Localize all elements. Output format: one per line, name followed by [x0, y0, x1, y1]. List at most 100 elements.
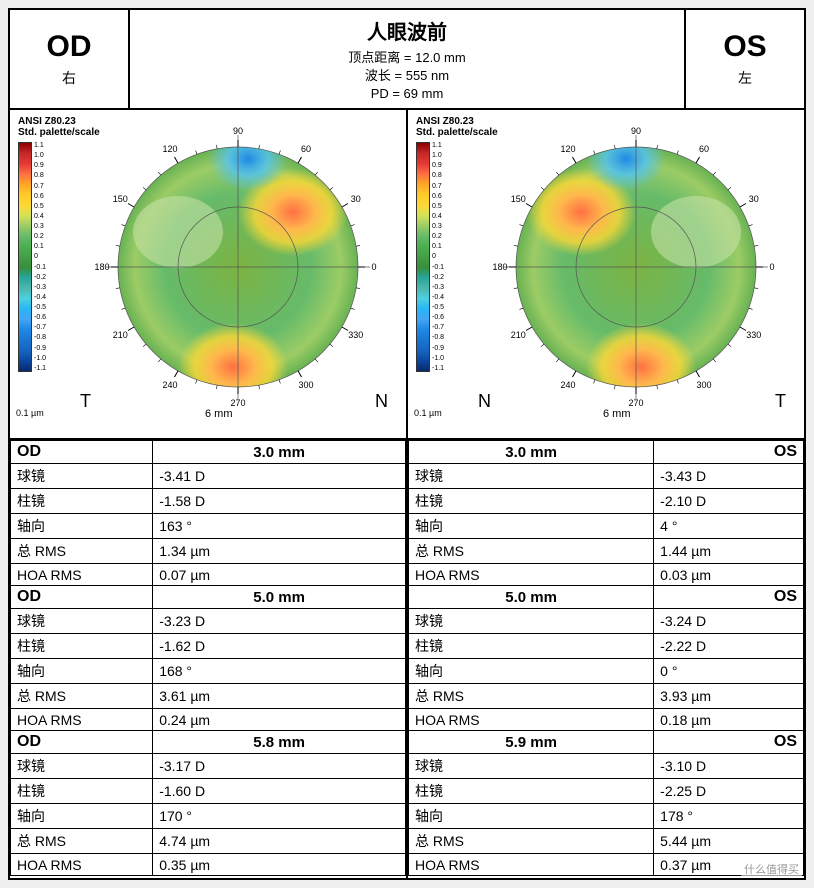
scale-tick: 0.5	[432, 203, 444, 210]
scale-tick: 0.6	[34, 193, 46, 200]
scale-tick: 0.1	[34, 243, 46, 250]
svg-text:180: 180	[94, 262, 109, 272]
vertex-line: 顶点距离 = 12.0 mm	[130, 49, 684, 67]
scale-tick: 1.0	[34, 152, 46, 159]
data-value: -3.41 D	[153, 464, 406, 489]
scale-tick: -0.7	[432, 324, 444, 331]
svg-text:30: 30	[351, 194, 361, 204]
data-label: 球镜	[11, 754, 153, 779]
color-scale-od: 1.11.00.90.80.70.60.50.40.30.20.10-0.1-0…	[18, 142, 62, 372]
data-label: 球镜	[11, 609, 153, 634]
section-eye: OS	[654, 441, 804, 464]
scale-tick: -1.0	[34, 355, 46, 362]
os-data-table: 3.0 mmOS球镜-3.43 D柱镜-2.10 D轴向4 °总 RMS1.44…	[408, 440, 804, 876]
scale-tick: -0.8	[34, 334, 46, 341]
data-label: 轴向	[11, 659, 153, 684]
scale-tick: 0.1	[432, 243, 444, 250]
data-label: 总 RMS	[409, 829, 654, 854]
scale-tick: -0.5	[34, 304, 46, 311]
scale-tick: 0.4	[34, 213, 46, 220]
data-value: 0.03 µm	[654, 564, 804, 586]
svg-text:60: 60	[301, 144, 311, 154]
scale-tick: -0.1	[432, 264, 444, 271]
os-box: OS 左	[684, 10, 804, 108]
scale-tick: -0.2	[432, 274, 444, 281]
os-tn-right: T	[775, 391, 786, 412]
scale-tick: 0.5	[34, 203, 46, 210]
od-wavefront-map: 0306090120150180210240270300330	[68, 122, 378, 412]
section-size: 3.0 mm	[153, 441, 406, 464]
scale-tick: 0.7	[432, 183, 444, 190]
header-center: 人眼波前 顶点距离 = 12.0 mm 波长 = 555 nm PD = 69 …	[130, 10, 684, 108]
svg-text:150: 150	[113, 194, 128, 204]
report-title: 人眼波前	[130, 16, 684, 45]
data-value: -2.22 D	[654, 634, 804, 659]
data-value: -3.43 D	[654, 464, 804, 489]
data-value: 0.18 µm	[654, 709, 804, 731]
data-value: 0.24 µm	[153, 709, 406, 731]
scale-tick: 1.1	[34, 142, 46, 149]
scale-tick: -0.6	[432, 314, 444, 321]
data-label: 柱镜	[11, 779, 153, 804]
svg-text:300: 300	[696, 380, 711, 390]
scale-tick: 0.2	[34, 233, 46, 240]
scale-tick: -0.2	[34, 274, 46, 281]
od-tn-right: N	[375, 391, 388, 412]
svg-text:330: 330	[348, 330, 363, 340]
data-value: -3.24 D	[654, 609, 804, 634]
data-value: -3.23 D	[153, 609, 406, 634]
data-value: 163 °	[153, 514, 406, 539]
data-label: HOA RMS	[409, 709, 654, 731]
data-value: 1.34 µm	[153, 539, 406, 564]
data-label: 柱镜	[11, 634, 153, 659]
color-scale-os: 1.11.00.90.80.70.60.50.40.30.20.10-0.1-0…	[416, 142, 460, 372]
scale-tick: -0.1	[34, 264, 46, 271]
data-label: 总 RMS	[11, 684, 153, 709]
svg-text:210: 210	[511, 330, 526, 340]
data-value: 0.35 µm	[153, 854, 406, 876]
svg-text:330: 330	[746, 330, 761, 340]
section-eye: OS	[654, 586, 804, 609]
svg-text:180: 180	[492, 262, 507, 272]
section-eye: OD	[11, 731, 153, 754]
scale-unit-od: 0.1 µm	[16, 408, 44, 418]
data-label: HOA RMS	[409, 854, 654, 876]
data-label: 总 RMS	[409, 539, 654, 564]
svg-text:210: 210	[113, 330, 128, 340]
data-value: -2.10 D	[654, 489, 804, 514]
data-value: -3.17 D	[153, 754, 406, 779]
section-eye: OD	[11, 441, 153, 464]
od-data-table: OD3.0 mm球镜-3.41 D柱镜-1.58 D轴向163 °总 RMS1.…	[10, 440, 406, 876]
os-code: OS	[723, 30, 766, 64]
data-value: 178 °	[654, 804, 804, 829]
pd-line: PD = 69 mm	[130, 85, 684, 103]
scale-tick: -0.4	[432, 294, 444, 301]
scale-tick: -0.6	[34, 314, 46, 321]
data-label: 球镜	[409, 464, 654, 489]
svg-text:0: 0	[371, 262, 376, 272]
section-size: 3.0 mm	[409, 441, 654, 464]
scale-tick: 0.7	[34, 183, 46, 190]
data-label: 轴向	[409, 804, 654, 829]
gradient-strip-od	[18, 142, 32, 372]
svg-text:270: 270	[628, 398, 643, 408]
data-label: HOA RMS	[409, 564, 654, 586]
tables-row: OD3.0 mm球镜-3.41 D柱镜-1.58 D轴向163 °总 RMS1.…	[10, 440, 804, 878]
svg-text:120: 120	[162, 144, 177, 154]
svg-text:240: 240	[560, 380, 575, 390]
svg-text:270: 270	[230, 398, 245, 408]
svg-text:60: 60	[699, 144, 709, 154]
od-tn-left: T	[80, 391, 91, 412]
data-value: 170 °	[153, 804, 406, 829]
scale-tick: -0.3	[432, 284, 444, 291]
od-diameter: 6 mm	[205, 408, 233, 420]
section-eye: OD	[11, 586, 153, 609]
od-code: OD	[47, 30, 92, 64]
svg-text:90: 90	[631, 126, 641, 136]
data-value: 3.61 µm	[153, 684, 406, 709]
os-tn-left: N	[478, 391, 491, 412]
scale-tick: 0.8	[432, 172, 444, 179]
data-value: 4 °	[654, 514, 804, 539]
scale-tick: -0.4	[34, 294, 46, 301]
scale-tick: 0.3	[34, 223, 46, 230]
